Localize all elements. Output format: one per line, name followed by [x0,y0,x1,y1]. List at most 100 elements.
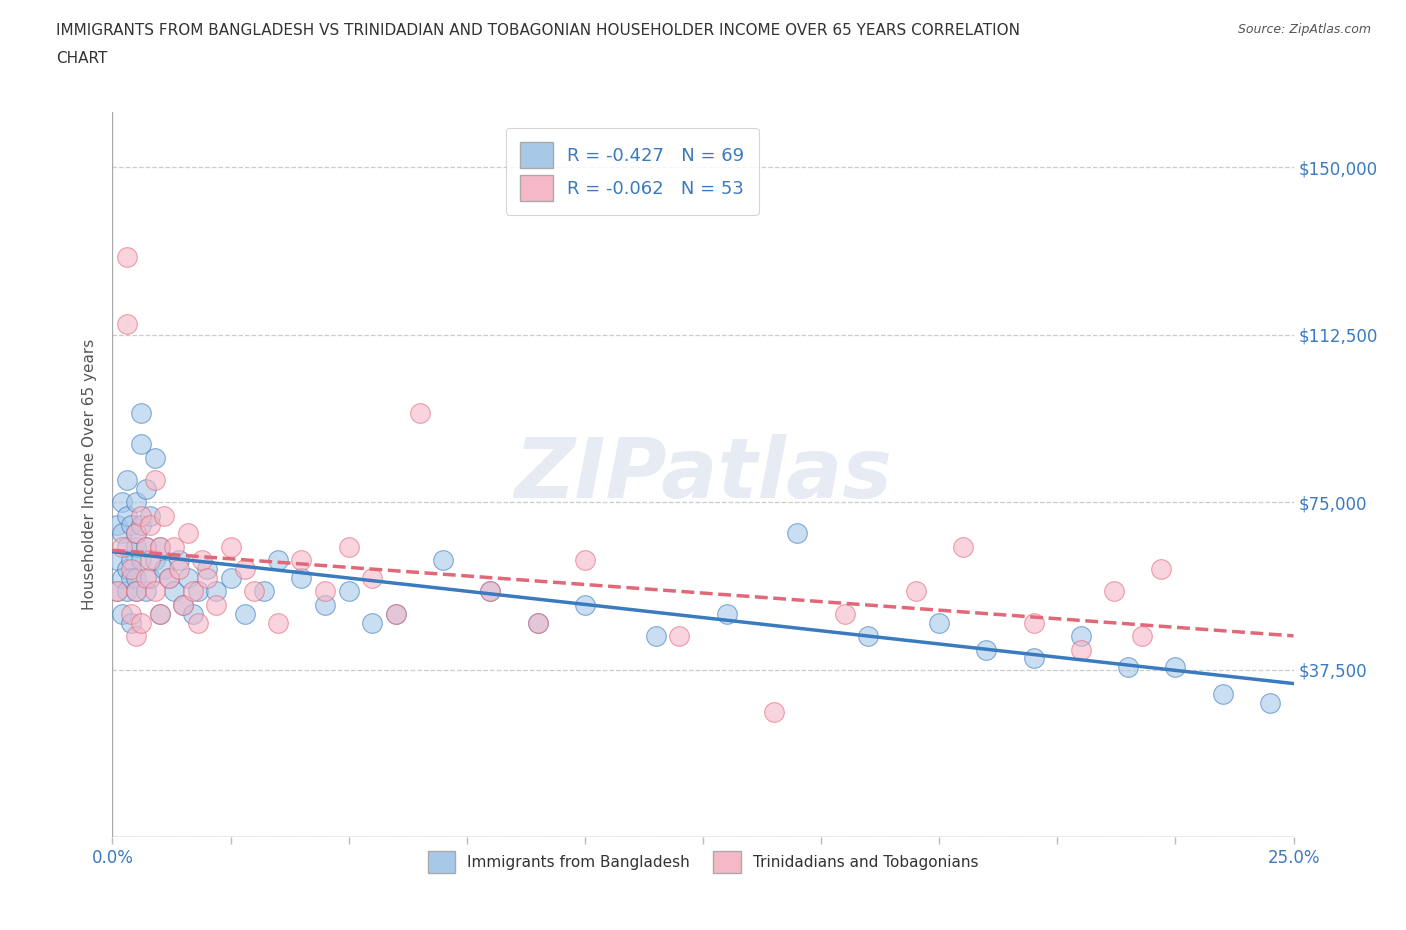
Point [105,517,128,532]
Point [1102,584,1125,599]
Point [125,584,148,599]
Point [219,571,242,586]
Point [253,584,276,599]
Point [129,437,152,452]
Point [479,584,502,599]
Point [267,616,290,631]
Point [149,539,172,554]
Point [668,629,690,644]
Text: IMMIGRANTS FROM BANGLADESH VS TRINIDADIAN AND TOBAGONIAN HOUSEHOLDER INCOME OVER: IMMIGRANTS FROM BANGLADESH VS TRINIDADIA… [56,23,1021,38]
Point [149,606,172,621]
Point [129,616,152,631]
Point [290,552,312,567]
Point [115,249,138,264]
Point [167,562,190,577]
Point [135,482,157,497]
Point [1070,629,1092,644]
Point [219,539,242,554]
Point [574,552,596,567]
Point [105,584,128,599]
Point [129,405,152,420]
Point [125,629,148,644]
Point [1212,686,1234,701]
Point [129,517,152,532]
Point [976,642,998,657]
Point [115,562,138,577]
Point [135,539,157,554]
Point [125,571,148,586]
Point [205,584,228,599]
Point [125,495,148,510]
Point [1022,616,1045,631]
Point [195,571,218,586]
Point [129,508,152,523]
Point [111,539,134,554]
Text: Source: ZipAtlas.com: Source: ZipAtlas.com [1237,23,1371,36]
Point [111,526,134,541]
Point [904,584,927,599]
Point [157,571,180,586]
Point [163,539,186,554]
Point [153,562,176,577]
Point [1164,660,1187,675]
Point [120,571,142,586]
Point [120,517,142,532]
Point [205,597,228,612]
Point [115,539,138,554]
Point [120,552,142,567]
Legend: Immigrants from Bangladesh, Trinidadians and Tobagonians: Immigrants from Bangladesh, Trinidadians… [420,844,986,880]
Point [337,539,360,554]
Point [177,571,200,586]
Point [786,526,808,541]
Point [1070,642,1092,657]
Point [191,552,214,567]
Point [290,571,312,586]
Point [139,508,162,523]
Point [385,606,408,621]
Point [125,584,148,599]
Point [115,508,138,523]
Point [233,606,256,621]
Point [479,584,502,599]
Point [105,552,128,567]
Text: CHART: CHART [56,51,108,66]
Point [157,571,180,586]
Point [167,552,190,567]
Point [644,629,666,644]
Point [181,584,204,599]
Point [135,571,157,586]
Point [143,584,166,599]
Point [834,606,856,621]
Point [135,539,157,554]
Point [125,526,148,541]
Point [143,450,166,465]
Point [314,584,336,599]
Point [111,495,134,510]
Point [952,539,974,554]
Point [125,539,148,554]
Point [526,616,548,631]
Point [574,597,596,612]
Point [181,606,204,621]
Point [432,552,454,567]
Point [858,629,880,644]
Point [143,552,166,567]
Point [195,562,218,577]
Point [139,517,162,532]
Point [115,316,138,331]
Point [149,606,172,621]
Point [139,552,162,567]
Point [1258,696,1281,711]
Point [1022,651,1045,666]
Point [129,552,152,567]
Point [361,616,384,631]
Point [762,705,785,720]
Point [716,606,738,621]
Point [186,616,208,631]
Point [149,539,172,554]
Point [115,472,138,487]
Point [1130,629,1153,644]
Point [139,571,162,586]
Point [314,597,336,612]
Text: ZIPatlas: ZIPatlas [515,433,891,515]
